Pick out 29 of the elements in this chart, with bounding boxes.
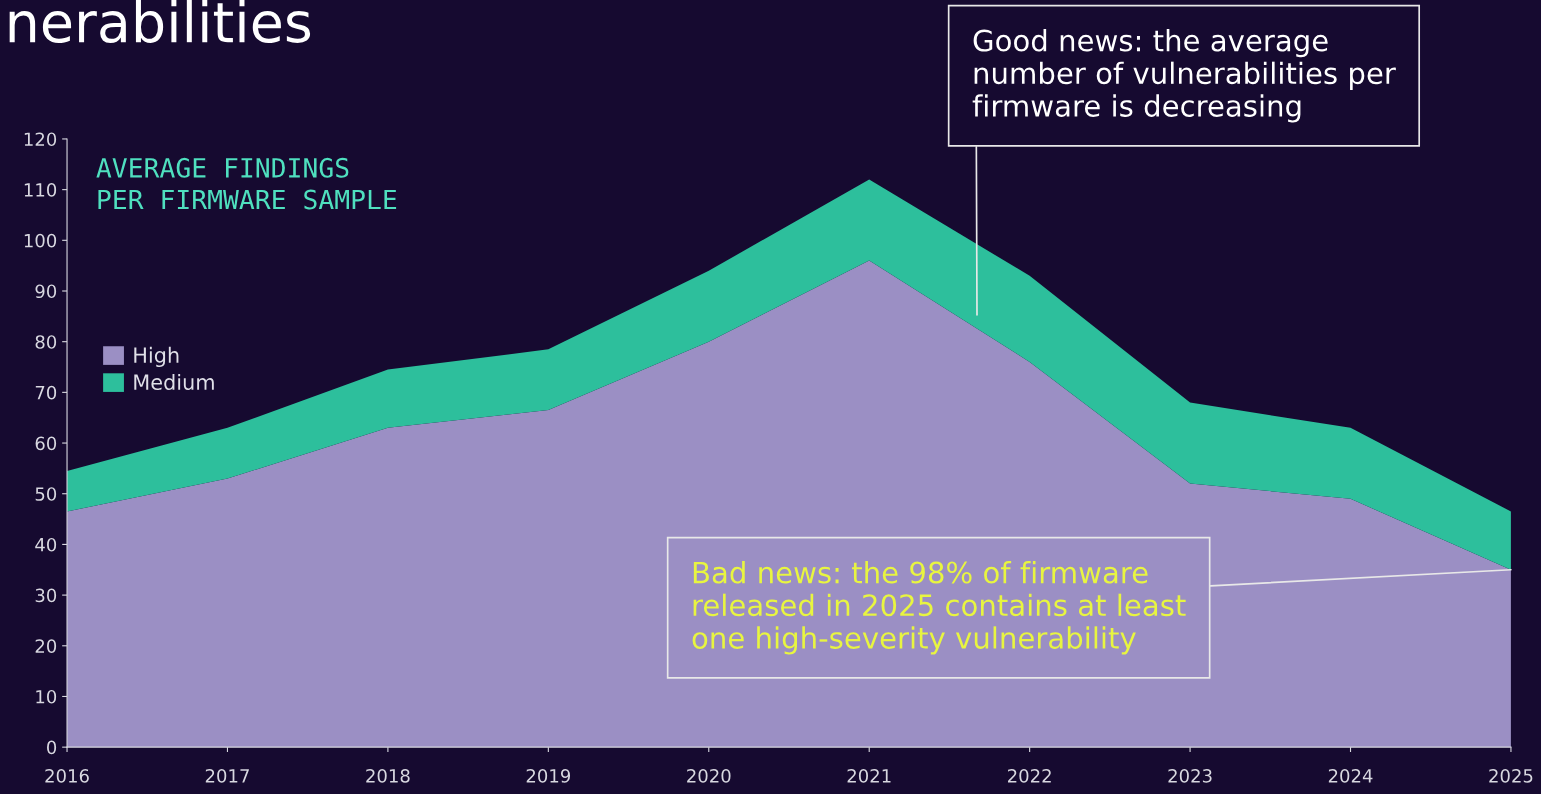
- x-tick-label: 2019: [526, 769, 571, 783]
- y-tick-label: 100: [24, 233, 57, 248]
- y-tick-label: 120: [24, 132, 57, 147]
- x-tick-label: 2025: [1489, 769, 1533, 783]
- y-tick-label: 10: [36, 689, 57, 704]
- legend-label: Medium: [134, 373, 214, 391]
- x-tick-label: 2022: [1007, 769, 1051, 783]
- legend-label: High: [134, 346, 179, 368]
- y-tick-label: 110: [24, 183, 57, 197]
- chart-title: nerabilities: [9, 0, 311, 43]
- y-tick-label: 40: [35, 537, 57, 552]
- y-tick-label: 70: [35, 385, 57, 400]
- x-tick-label: 2018: [366, 769, 410, 783]
- text: AVERAGE FINDINGS PER FIRMWARE SAMPLE: [96, 157, 397, 210]
- y-tick-label: 50: [35, 487, 57, 501]
- x-tick-label: 2020: [687, 769, 731, 783]
- y-tick-label: 0: [47, 740, 57, 755]
- x-tick-label: 2017: [205, 769, 249, 783]
- y-tick-label: 90: [35, 284, 57, 299]
- x-tick-label: 2021: [847, 769, 891, 783]
- y-tick-label: 20: [35, 639, 57, 653]
- x-tick-label: 2024: [1328, 769, 1373, 783]
- y-tick-label: 60: [35, 436, 57, 451]
- x-tick-label: 2023: [1168, 769, 1212, 783]
- y-tick-label: 30: [35, 588, 57, 603]
- y-tick-label: 80: [35, 335, 57, 349]
- text: Good news: the average number of vulnerabilities per firmware is decreasing: [972, 29, 1396, 123]
- annotation: Bad news: the 98% of firmware released in 2025 contains at least one high-severity vulnerability: [692, 561, 1186, 655]
- x-tick-label: 2016: [45, 769, 89, 783]
